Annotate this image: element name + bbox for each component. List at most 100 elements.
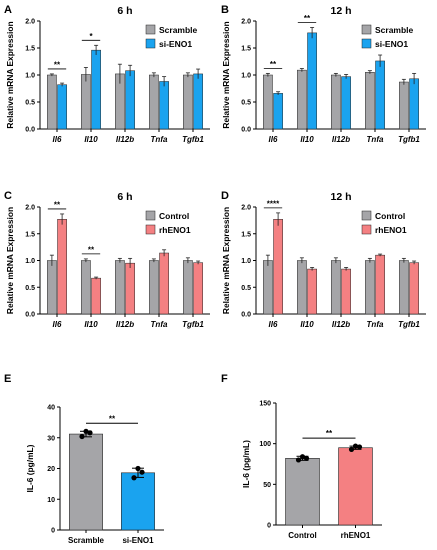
data-point <box>87 430 93 436</box>
data-point <box>135 465 141 472</box>
bar <box>375 254 385 315</box>
y-tick-label: 1.5 <box>25 231 35 238</box>
y-tick-label: 10 <box>47 497 55 504</box>
legend-swatch <box>145 210 156 221</box>
y-axis-label: Relative mRNA Expression <box>221 207 231 314</box>
y-tick-label: 1.5 <box>241 46 251 53</box>
y-tick-label: 0 <box>51 528 55 535</box>
y-tick-label: 0.5 <box>25 285 35 292</box>
y-tick-label: 2.0 <box>25 19 35 26</box>
data-point <box>348 446 355 452</box>
bar <box>409 78 419 130</box>
bar <box>125 262 135 315</box>
y-tick-label: 150 <box>259 401 271 408</box>
bar <box>57 219 67 315</box>
y-tick-label: 2.0 <box>241 19 251 26</box>
y-tick-label: 0 <box>267 523 271 530</box>
legend-swatch <box>361 210 372 221</box>
y-tick-label: 0.0 <box>241 312 251 319</box>
bar <box>285 458 320 526</box>
x-tick-label: Tgfb1 <box>398 135 420 144</box>
bar <box>297 260 307 315</box>
significance-label: ** <box>109 414 116 423</box>
data-point <box>79 433 85 440</box>
bar <box>273 219 283 315</box>
bar <box>297 69 307 130</box>
data-point <box>303 455 310 461</box>
x-tick-label: si-ENO1 <box>122 536 154 545</box>
x-tick-label: Il6 <box>269 320 278 329</box>
legend-label: Scramble <box>159 25 198 35</box>
bar <box>159 81 169 130</box>
x-tick-label: Il12b <box>116 135 134 144</box>
chart-title: 12 h <box>330 5 351 17</box>
bar <box>338 447 373 526</box>
bar <box>57 84 67 130</box>
y-tick-label: 100 <box>259 441 271 448</box>
legend-swatch <box>361 24 372 35</box>
legend-label: Scramble <box>375 25 414 35</box>
legend-swatch <box>145 38 156 49</box>
x-tick-label: Tnfa <box>151 320 168 329</box>
legend-swatch <box>145 24 156 35</box>
bar <box>193 262 203 315</box>
legend-swatch <box>361 38 372 49</box>
y-axis-label: Relative mRNA Expression <box>221 21 231 128</box>
data-point <box>356 444 363 450</box>
x-tick-label: Il6 <box>269 135 278 144</box>
x-tick-label: Control <box>288 531 316 540</box>
bar <box>365 260 375 315</box>
bar <box>307 268 317 315</box>
y-tick-label: 0.0 <box>25 312 35 319</box>
significance-label: ** <box>54 60 61 69</box>
bar <box>81 74 91 130</box>
legend-label: Control <box>375 211 405 221</box>
bar <box>409 262 419 315</box>
bar <box>341 76 351 130</box>
y-axis-label: Relative mRNA Expression <box>5 21 15 128</box>
panel-letter: B <box>221 4 229 16</box>
bar <box>91 49 101 130</box>
y-axis-label: IL-6 (pg/mL) <box>25 444 35 492</box>
legend-swatch <box>361 224 372 235</box>
x-tick-label: Il10 <box>84 135 98 144</box>
x-tick-label: Il12b <box>332 135 350 144</box>
bar <box>263 74 273 130</box>
y-tick-label: 0.5 <box>25 100 35 107</box>
bar <box>47 74 57 130</box>
y-tick-label: 40 <box>47 405 55 412</box>
x-tick-label: Tnfa <box>367 320 384 329</box>
chart-title: 6 h <box>117 5 132 17</box>
bar <box>307 32 317 130</box>
data-point <box>295 457 302 463</box>
x-tick-label: Il10 <box>84 320 98 329</box>
y-tick-label: 0.0 <box>25 127 35 134</box>
legend-label: si-ENO1 <box>375 39 408 49</box>
y-tick-label: 1.5 <box>25 46 35 53</box>
y-tick-label: 50 <box>263 482 271 489</box>
data-point <box>139 469 145 475</box>
y-tick-label: 1.0 <box>241 73 251 80</box>
significance-label: ** <box>88 245 95 254</box>
bar <box>81 260 91 315</box>
bar <box>69 433 103 531</box>
bar <box>47 260 57 315</box>
x-tick-label: Tgfb1 <box>398 320 420 329</box>
y-tick-label: 30 <box>47 435 55 442</box>
bar <box>121 472 155 531</box>
y-axis-label: IL-6 (pg/mL) <box>241 440 251 488</box>
data-point <box>299 454 306 460</box>
bar <box>149 260 159 315</box>
x-tick-label: Il12b <box>332 320 350 329</box>
bar <box>125 70 135 130</box>
chart-title: 6 h <box>117 191 132 203</box>
bar <box>149 74 159 130</box>
y-tick-label: 2.0 <box>241 205 251 212</box>
significance-label: ** <box>304 14 311 23</box>
bar <box>331 74 341 130</box>
x-tick-label: Il12b <box>116 320 134 329</box>
significance-label: * <box>89 32 93 41</box>
bar <box>263 260 273 315</box>
legend-label: rhENO1 <box>159 225 191 235</box>
